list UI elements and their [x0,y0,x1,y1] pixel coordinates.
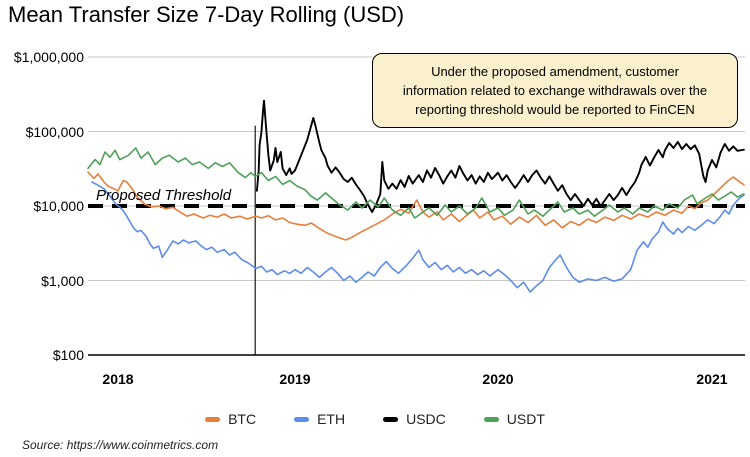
legend-swatch [294,416,310,422]
legend-label: USDC [406,411,446,427]
annotation-line: information related to exchange withdraw… [402,83,708,98]
y-axis-label: $1,000 [41,272,84,289]
x-axis-label: 2021 [696,371,728,387]
chart-title: Mean Transfer Size 7-Day Rolling (USD) [8,2,405,27]
legend-label: USDT [506,411,545,427]
x-axis-label: 2019 [279,371,311,387]
annotation-line: reporting threshold would be reported to… [415,102,695,117]
series-line-usdt [87,147,745,219]
legend-label: ETH [317,411,346,427]
legend: BTC ETH USDC USDT [0,411,750,427]
legend-swatch [205,416,221,422]
legend-item-usdt: USDT [483,411,545,427]
annotation-line: Under the proposed amendment, customer [431,64,679,79]
y-axis-label: $10,000 [33,198,84,214]
legend-item-btc: BTC [205,411,256,427]
legend-item-eth: ETH [294,411,345,427]
source-note: Source: https://www.coinmetrics.com [22,438,219,452]
y-axis-label: $100,000 [25,123,84,140]
annotation-box: Under the proposed amendment, customer i… [372,53,738,128]
x-axis-label: 2020 [482,371,514,387]
legend-swatch [383,416,399,422]
legend-item-usdc: USDC [383,411,446,427]
y-axis-label: $100 [52,347,84,363]
x-axis-label: 2018 [102,371,134,387]
y-axis-label: $1,000,000 [13,49,84,65]
legend-label: BTC [228,411,257,427]
proposed-threshold-label: Proposed Threshold [96,187,232,204]
series-line-usdc [255,99,745,213]
series-line-eth [91,181,745,293]
legend-swatch [483,416,499,422]
